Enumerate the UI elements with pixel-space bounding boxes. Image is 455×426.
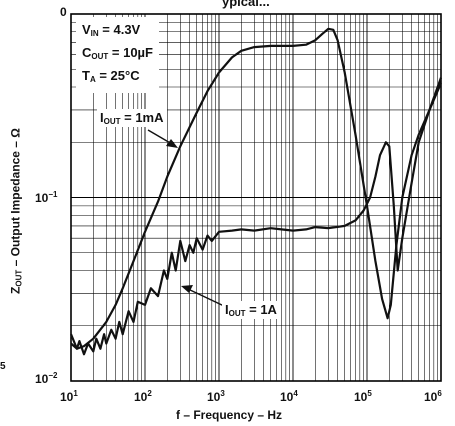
clipped-left-fragment: 5 xyxy=(0,361,6,372)
condition-cout: COUT = 10µF xyxy=(82,45,153,61)
condition-vin: VIN = 4.3V xyxy=(82,22,141,38)
x-tick-10-1: 101 xyxy=(60,389,78,404)
arrow-1a-head xyxy=(181,285,193,293)
x-tick-10-3: 103 xyxy=(207,389,225,404)
clipped-title-fragment: ypical... xyxy=(222,0,270,9)
series-line-1a xyxy=(69,77,443,356)
y-tick-0.1: 10−1 xyxy=(35,190,58,205)
y-axis-label: ZOUT – Output Impedance – Ω xyxy=(8,128,24,294)
annotation-arrows xyxy=(147,129,225,307)
series-line-1ma xyxy=(70,27,443,350)
conditions-box: VIN = 4.3V COUT = 10µF TA = 25°C xyxy=(76,17,159,93)
x-tick-10-5: 105 xyxy=(354,389,372,404)
x-tick-10-2: 102 xyxy=(134,389,152,404)
plot-frame xyxy=(70,13,442,382)
y-tick-0.01: 10−2 xyxy=(35,371,58,386)
arrow-1ma-line xyxy=(147,129,173,145)
x-tick-10-4: 104 xyxy=(280,389,298,404)
y-axis-label-box: ZOUT – Output Impedance – Ω xyxy=(6,66,26,356)
arrow-1a-line xyxy=(187,288,225,307)
series-group xyxy=(69,27,443,356)
arrow-1ma-head xyxy=(166,139,178,148)
x-axis-label: f – Frequency – Hz xyxy=(176,408,283,422)
legend-label-1ma: IOUT = 1mA xyxy=(97,109,167,127)
x-tick-10-6: 106 xyxy=(424,389,442,404)
y-tick-1: 0 xyxy=(60,5,67,19)
condition-ta: TA = 25°C xyxy=(82,68,140,84)
plot-border xyxy=(70,13,442,382)
legend-label-1a: IOUT = 1A xyxy=(222,301,280,319)
